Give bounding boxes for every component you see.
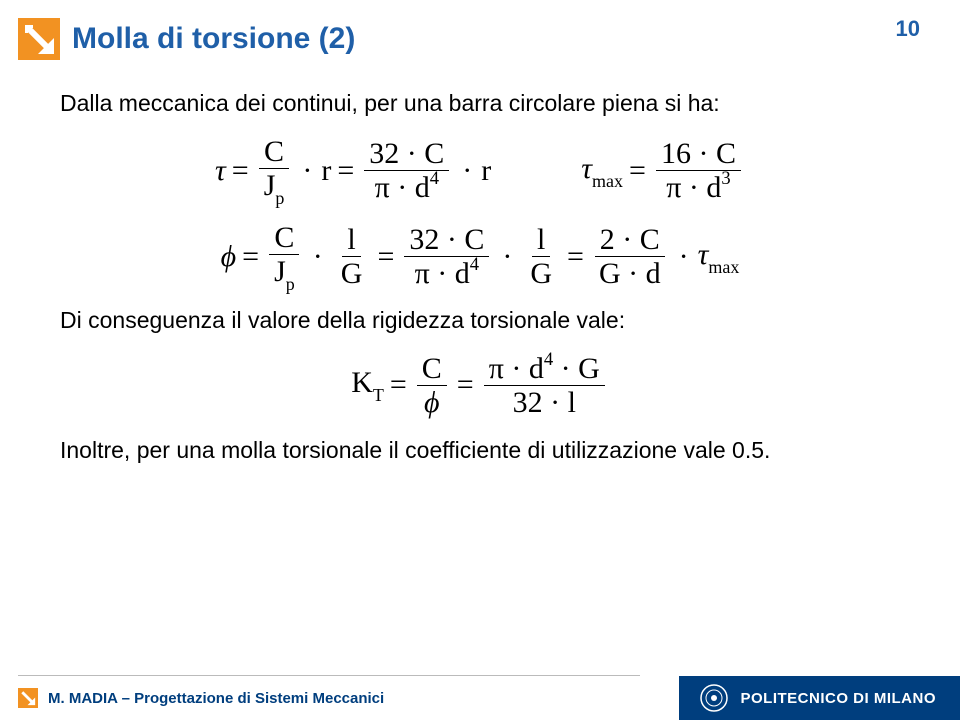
eq-sign: = <box>457 368 474 402</box>
politecnico-logo-icon <box>699 683 729 713</box>
intro-text: Dalla meccanica dei continui, per una ba… <box>60 90 900 117</box>
den: G <box>336 257 368 290</box>
eq-tau-frac1: C Jp <box>259 135 290 207</box>
eq-frac-den: Jp <box>259 169 290 207</box>
eq-sign: = <box>390 368 407 402</box>
arrow-logo-icon-clean <box>18 18 60 60</box>
eq-phi-tail: τmax <box>698 238 740 276</box>
footer-author: M. MADIA – Progettazione di Sistemi Mecc… <box>48 690 384 707</box>
num-exp: 4 <box>544 349 553 370</box>
den: G <box>525 257 557 290</box>
num: π · d4 · G <box>484 352 605 386</box>
eq-kt: KT = C ϕ = π · d4 · G 32 · l <box>351 352 609 419</box>
eq-kt-lhs: KT <box>351 366 384 404</box>
arrow-footer-icon <box>18 688 38 708</box>
num-suffix: · G <box>553 352 600 385</box>
den-exp: 4 <box>470 254 479 275</box>
eq-tau-frac2: 32 · C π · d4 <box>364 137 449 204</box>
num: 32 · C <box>404 223 489 257</box>
eq-sign: = <box>629 154 646 188</box>
den-sub: p <box>275 188 284 208</box>
equation-row-2: ϕ = C Jp · l G = 32 · C π · d4 · <box>60 221 900 293</box>
eq-frac-den: π · d4 <box>370 171 444 204</box>
eq-r: r <box>321 154 331 188</box>
eq-tau-lhs: τ <box>215 154 226 188</box>
eq-tau-max: τmax = 16 · C π · d3 <box>581 135 745 207</box>
tail-sub: max <box>708 257 739 277</box>
slide-content: Dalla meccanica dei continui, per una ba… <box>0 60 960 464</box>
eq-phi-f5: 2 · C G · d <box>594 223 666 290</box>
eq-frac-num: 32 · C <box>364 137 449 171</box>
cdot: · <box>502 240 512 274</box>
equation-row-1: τ = C Jp · r = 32 · C π · d4 · r <box>60 135 900 207</box>
lhs-sub: max <box>592 171 623 191</box>
cdot: · <box>679 240 689 274</box>
lhs-base: K <box>351 366 373 399</box>
cdot: · <box>462 154 472 188</box>
lhs-base: τ <box>581 152 592 185</box>
para-2: Di conseguenza il valore della rigidezza… <box>60 307 900 334</box>
eq-sign: = <box>377 240 394 274</box>
num: l <box>342 223 360 257</box>
den-exp: 3 <box>721 168 730 189</box>
para-3: Inoltre, per una molla torsionale il coe… <box>60 437 900 464</box>
eq-sign: = <box>337 154 354 188</box>
slide-footer: M. MADIA – Progettazione di Sistemi Mecc… <box>0 676 960 720</box>
eq-phi-f2: l G <box>336 223 368 290</box>
eq-sign: = <box>567 240 584 274</box>
den-prefix: π · d <box>666 171 721 204</box>
eq-taumax-lhs: τmax <box>581 152 623 190</box>
footer-right: POLITECNICO DI MILANO <box>679 676 960 720</box>
eq-phi-lhs: ϕ <box>221 240 237 274</box>
cdot: · <box>302 154 312 188</box>
den: 32 · l <box>508 386 581 419</box>
eq-frac-den: π · d3 <box>661 171 735 204</box>
slide-header: Molla di torsione (2) <box>0 0 960 60</box>
eq-phi-f1: C Jp <box>269 221 300 293</box>
lhs-sub: T <box>373 385 384 405</box>
num: C <box>269 221 299 255</box>
slide-title: Molla di torsione (2) <box>72 22 355 56</box>
page-number: 10 <box>896 16 920 42</box>
equation-row-3: KT = C ϕ = π · d4 · G 32 · l <box>60 352 900 419</box>
den: Jp <box>269 255 300 293</box>
eq-frac-num: C <box>259 135 289 169</box>
eq-sign: = <box>232 154 249 188</box>
eq-phi-f4: l G <box>525 223 557 290</box>
eq-phi: ϕ = C Jp · l G = 32 · C π · d4 · <box>221 221 740 293</box>
eq-sign: = <box>242 240 259 274</box>
num: C <box>417 352 447 386</box>
den: π · d4 <box>410 257 484 290</box>
tail-base: τ <box>698 238 709 271</box>
eq-r2: r <box>481 154 491 188</box>
eq-kt-f2: π · d4 · G 32 · l <box>484 352 605 419</box>
den-prefix: π · d <box>375 171 430 204</box>
footer-left: M. MADIA – Progettazione di Sistemi Mecc… <box>0 688 384 708</box>
eq-tau: τ = C Jp · r = 32 · C π · d4 · r <box>215 135 491 207</box>
den-exp: 4 <box>430 168 439 189</box>
eq-frac-num: 16 · C <box>656 137 741 171</box>
den-sub: p <box>286 274 295 294</box>
num: 2 · C <box>595 223 665 257</box>
num-prefix: π · d <box>489 352 544 385</box>
footer-institution: POLITECNICO DI MILANO <box>741 690 937 707</box>
den: G · d <box>594 257 666 290</box>
den-base: J <box>264 169 276 202</box>
den: ϕ <box>419 386 445 419</box>
eq-phi-f3: 32 · C π · d4 <box>404 223 489 290</box>
num: l <box>532 223 550 257</box>
eq-taumax-frac: 16 · C π · d3 <box>656 137 741 204</box>
eq-kt-f1: C ϕ <box>417 352 447 419</box>
den-base: J <box>274 255 286 288</box>
den-prefix: π · d <box>415 257 470 290</box>
cdot: · <box>313 240 323 274</box>
